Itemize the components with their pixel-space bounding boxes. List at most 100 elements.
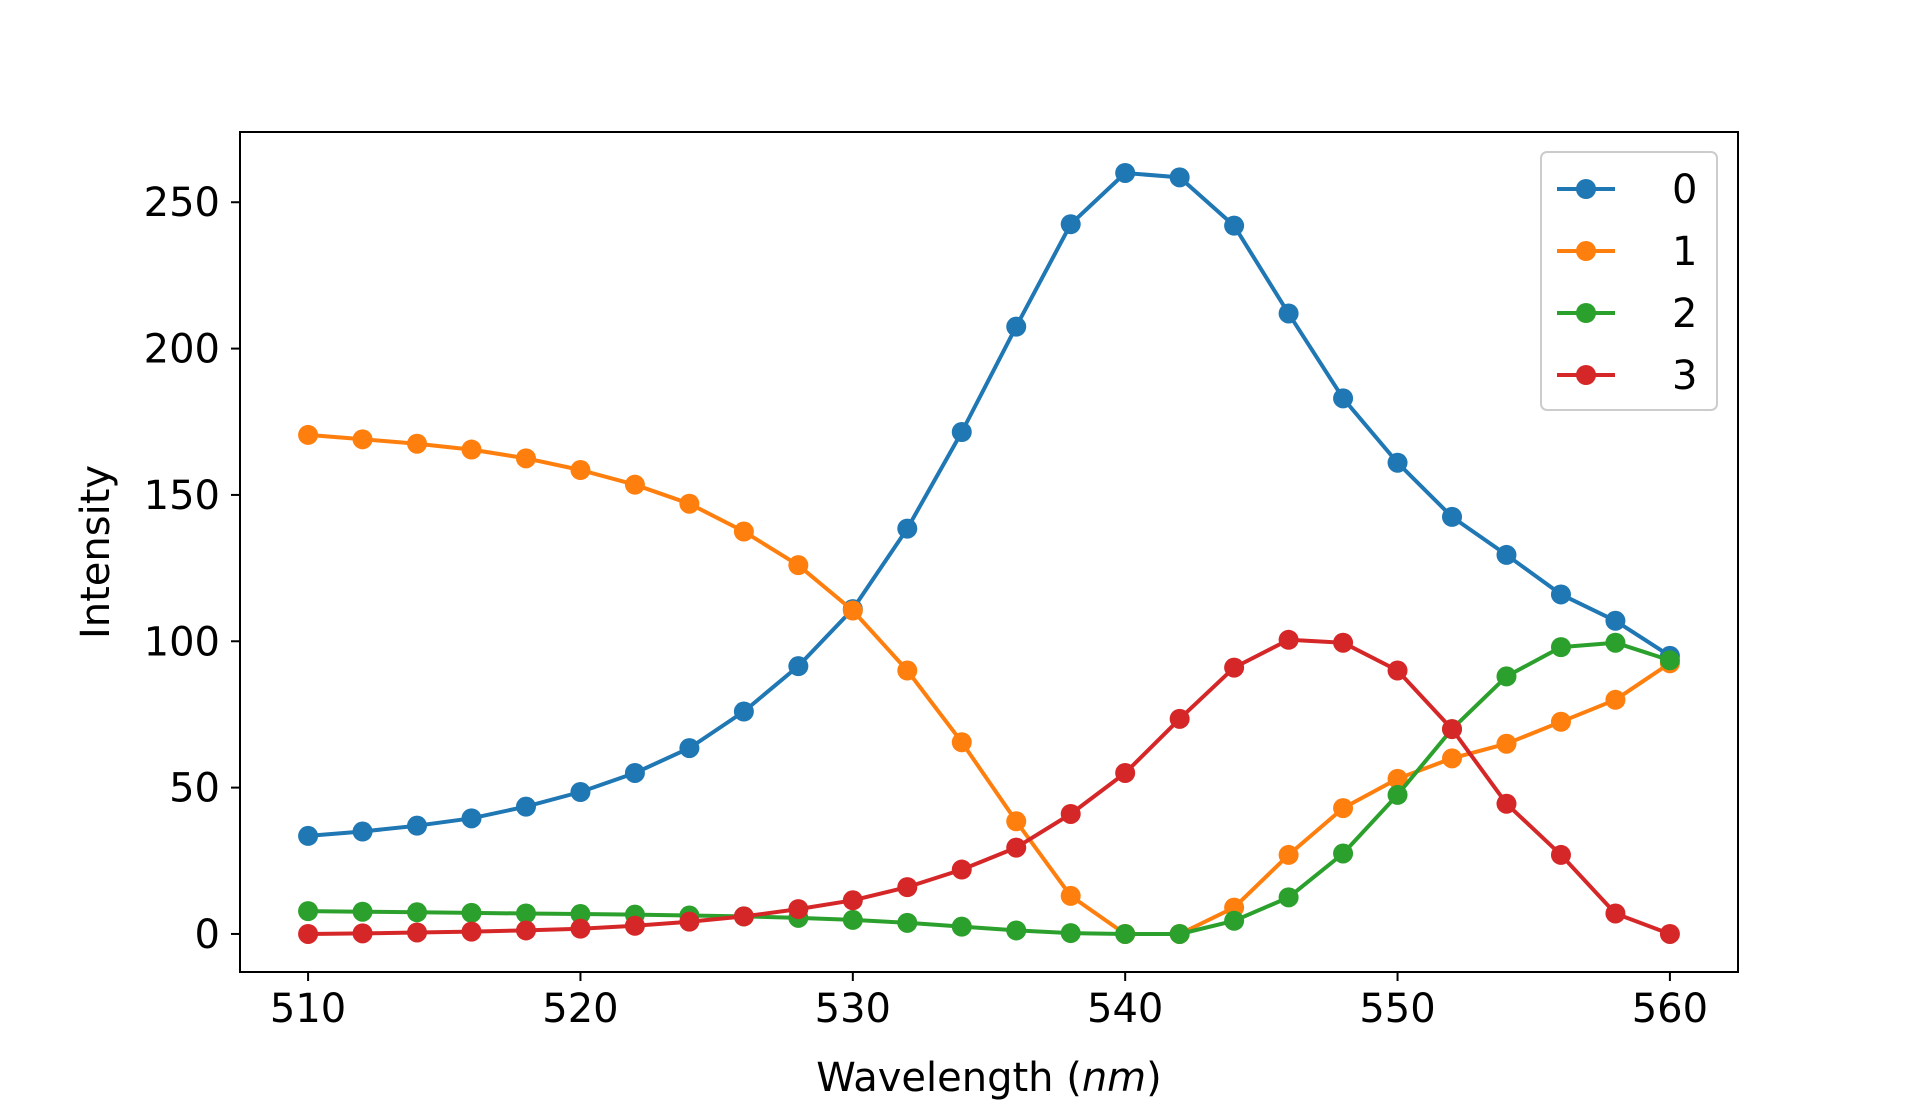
data-point: [298, 901, 319, 922]
data-point: [570, 460, 591, 481]
data-point: [1387, 660, 1408, 681]
data-point: [788, 656, 809, 677]
plot-frame: [239, 131, 1739, 973]
data-point: [897, 518, 918, 539]
data-point: [842, 909, 863, 930]
data-point: [1605, 610, 1626, 631]
data-point: [1060, 214, 1081, 235]
y-tick-label: 100: [144, 619, 220, 665]
data-point: [1387, 768, 1408, 789]
data-point: [1605, 632, 1626, 653]
series-1: [298, 424, 1680, 944]
data-point: [1169, 923, 1190, 944]
legend-label: 0: [1672, 167, 1697, 213]
x-axis-title: Wavelength (nm): [816, 1055, 1162, 1101]
data-point: [1550, 637, 1571, 658]
data-point: [733, 701, 754, 722]
x-tick-label: 510: [270, 986, 346, 1032]
data-point: [1278, 629, 1299, 650]
x-axis-title-unit: nm: [1082, 1055, 1146, 1101]
x-tick-label: 520: [542, 986, 618, 1032]
data-point: [1169, 708, 1190, 729]
data-point: [298, 923, 319, 944]
data-point: [1115, 762, 1136, 783]
data-point: [679, 738, 700, 759]
data-point: [1659, 650, 1680, 671]
series-2: [298, 632, 1680, 944]
data-point: [897, 877, 918, 898]
data-point: [788, 555, 809, 576]
data-point: [788, 899, 809, 920]
data-point: [515, 920, 536, 941]
data-point: [1496, 544, 1517, 565]
x-tick-label: 530: [815, 986, 891, 1032]
data-point: [1169, 167, 1190, 188]
x-tick-label: 560: [1632, 986, 1708, 1032]
data-point: [407, 433, 428, 454]
data-point: [352, 429, 373, 450]
data-point: [1605, 689, 1626, 710]
data-point: [515, 796, 536, 817]
data-point: [679, 911, 700, 932]
data-point: [407, 902, 428, 923]
data-point: [1006, 316, 1027, 337]
data-point: [733, 906, 754, 927]
data-point: [624, 762, 645, 783]
data-point: [1496, 733, 1517, 754]
data-point: [1006, 837, 1027, 858]
data-point: [1442, 506, 1463, 527]
data-point: [1278, 844, 1299, 865]
data-point: [461, 439, 482, 460]
legend-box: [1540, 151, 1718, 411]
data-point: [1442, 719, 1463, 740]
legend-label: 1: [1672, 229, 1697, 275]
data-point: [1278, 303, 1299, 324]
data-point: [1060, 885, 1081, 906]
data-point: [1278, 887, 1299, 908]
data-point: [1333, 632, 1354, 653]
x-axis-ticks: 510 520 530 540 550 560: [270, 972, 1708, 1032]
data-point: [407, 922, 428, 943]
data-point: [624, 474, 645, 495]
series-layer: [298, 162, 1680, 944]
data-point: [570, 782, 591, 802]
data-point: [842, 600, 863, 621]
series-3: [298, 629, 1680, 944]
data-point: [461, 808, 482, 829]
data-point: [1496, 666, 1517, 687]
data-point: [1442, 748, 1463, 769]
x-axis-title-main: Wavelength (: [816, 1055, 1082, 1101]
y-tick-label: 250: [144, 180, 220, 226]
data-point: [624, 915, 645, 936]
y-tick-label: 150: [144, 473, 220, 519]
data-point: [1605, 903, 1626, 924]
data-point: [1333, 843, 1354, 864]
data-point: [1006, 811, 1027, 832]
data-point: [1550, 584, 1571, 605]
data-point: [1550, 844, 1571, 865]
data-point: [679, 493, 700, 514]
data-point: [1496, 793, 1517, 814]
legend: 0 1 2 3: [1540, 151, 1718, 411]
y-tick-label: 50: [169, 766, 220, 812]
data-point: [842, 890, 863, 911]
legend-label: 3: [1672, 353, 1697, 399]
data-point: [352, 821, 373, 842]
data-point: [951, 732, 972, 753]
data-point: [1115, 162, 1136, 183]
y-tick-label: 200: [144, 327, 220, 373]
y-tick-label: 0: [195, 912, 220, 958]
data-point: [352, 901, 373, 922]
data-point: [1659, 923, 1680, 944]
data-point: [515, 903, 536, 924]
x-tick-label: 550: [1359, 986, 1435, 1032]
legend-label: 2: [1672, 291, 1697, 337]
data-point: [897, 660, 918, 681]
data-point: [951, 422, 972, 442]
data-point: [570, 918, 591, 939]
legend-swatch-marker: [1576, 365, 1596, 385]
data-point: [352, 923, 373, 944]
data-point: [1060, 803, 1081, 824]
data-point: [1224, 910, 1245, 931]
